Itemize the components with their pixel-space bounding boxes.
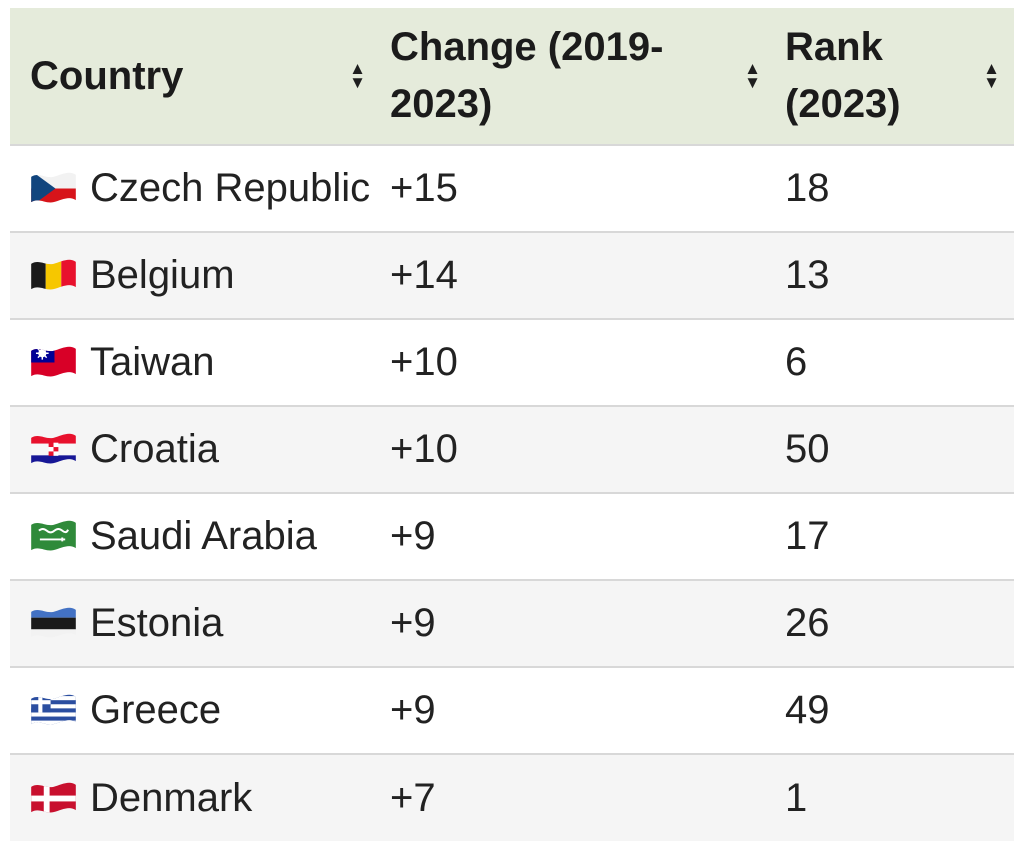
table-row: Taiwan +10 6 [10, 319, 1014, 406]
sort-icon[interactable]: ▲ ▼ [983, 59, 1000, 92]
flag-czech-republic-icon [31, 172, 76, 203]
country-name: Greece [90, 688, 222, 732]
country-cell: Belgium [10, 232, 380, 319]
country-name: Estonia [90, 601, 224, 645]
rank-cell: 6 [775, 319, 1014, 406]
column-header-change[interactable]: Change (2019-2023) ▲ ▼ [380, 8, 775, 145]
column-header-country[interactable]: Country ▲ ▼ [10, 8, 380, 145]
table-row: Greece +9 49 [10, 667, 1014, 754]
country-name: Taiwan [90, 340, 215, 384]
table-body: Czech Republic +15 18 [10, 145, 1014, 841]
rank-cell: 50 [775, 406, 1014, 493]
change-cell: +9 [380, 580, 775, 667]
flag-greece-icon [31, 694, 76, 725]
country-name: Czech Republic [90, 166, 371, 210]
rank-cell: 17 [775, 493, 1014, 580]
column-header-change-label: Change (2019-2023) [390, 25, 664, 126]
country-name: Saudi Arabia [90, 514, 317, 558]
rank-cell: 13 [775, 232, 1014, 319]
flag-taiwan-icon [31, 346, 76, 377]
column-header-country-label: Country [30, 53, 184, 98]
table-row: Belgium +14 13 [10, 232, 1014, 319]
rank-cell: 26 [775, 580, 1014, 667]
country-cell: Czech Republic [10, 145, 380, 232]
country-rank-table-wrap: Country ▲ ▼ Change (2019-2023) ▲ ▼ Rank (2… [10, 8, 1014, 841]
country-cell: Croatia [10, 406, 380, 493]
country-cell: Estonia [10, 580, 380, 667]
table-row: Denmark +7 1 [10, 754, 1014, 841]
flag-belgium-icon [31, 259, 76, 290]
table-row: Saudi Arabia +9 17 [10, 493, 1014, 580]
sort-icon[interactable]: ▲ ▼ [349, 59, 366, 92]
sort-icon[interactable]: ▲ ▼ [744, 59, 761, 92]
country-cell: Taiwan [10, 319, 380, 406]
change-cell: +9 [380, 493, 775, 580]
change-cell: +10 [380, 319, 775, 406]
country-rank-table: Country ▲ ▼ Change (2019-2023) ▲ ▼ Rank (2… [10, 8, 1014, 841]
column-header-rank[interactable]: Rank (2023) ▲ ▼ [775, 8, 1014, 145]
rank-cell: 18 [775, 145, 1014, 232]
flag-estonia-icon [31, 607, 76, 638]
change-cell: +9 [380, 667, 775, 754]
country-cell: Denmark [10, 754, 380, 841]
flag-denmark-icon [31, 782, 76, 812]
rank-cell: 49 [775, 667, 1014, 754]
country-name: Denmark [90, 775, 253, 820]
change-cell: +15 [380, 145, 775, 232]
table-header: Country ▲ ▼ Change (2019-2023) ▲ ▼ Rank (2… [10, 8, 1014, 145]
rank-cell: 1 [775, 754, 1014, 841]
flag-saudi-arabia-icon [31, 520, 76, 551]
table-row: Czech Republic +15 18 [10, 145, 1014, 232]
country-name: Belgium [90, 253, 235, 297]
table-row: Croatia +10 50 [10, 406, 1014, 493]
change-cell: +7 [380, 754, 775, 841]
change-cell: +14 [380, 232, 775, 319]
change-cell: +10 [380, 406, 775, 493]
country-name: Croatia [90, 427, 219, 471]
country-cell: Saudi Arabia [10, 493, 380, 580]
country-cell: Greece [10, 667, 380, 754]
table-row: Estonia +9 26 [10, 580, 1014, 667]
flag-croatia-icon [31, 433, 76, 464]
column-header-rank-label: Rank (2023) [785, 25, 901, 126]
